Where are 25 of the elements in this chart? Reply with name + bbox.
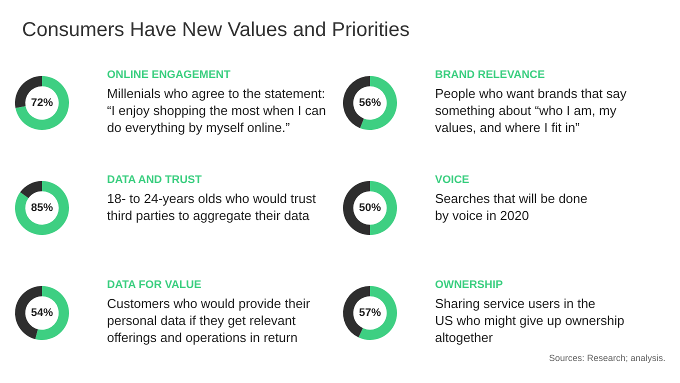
- donut-slice: [15, 76, 69, 130]
- data-label: 56%: [359, 97, 382, 109]
- data-label: 50%: [359, 202, 382, 214]
- text: People who want brands that say something about “who I am, my values, and where I fit in”: [435, 86, 628, 135]
- text: OWNERSHIP: [435, 279, 503, 291]
- data-label: 57%: [359, 307, 382, 319]
- donut-slice: [15, 181, 69, 235]
- text: Customers who would provide their personal data if they get relevant offerings and operations in return: [107, 296, 311, 345]
- text: Searches that will be done by voice in 2020: [435, 191, 588, 223]
- text: DATA AND TRUST: [107, 174, 202, 186]
- text: Sharing service users in the US who might give up ownership altogether: [435, 296, 624, 345]
- source-note: Sources: Research; analysis.: [549, 353, 666, 363]
- text: VOICE: [435, 174, 470, 186]
- data-label: 54%: [31, 307, 54, 319]
- text: Millenials who agree to the statement: “I enjoy shopping the most when I can do everything by myself online.”: [107, 86, 326, 135]
- text: ONLINE ENGAGEMENT: [107, 69, 231, 81]
- text: DATA FOR VALUE: [107, 279, 202, 291]
- donut-slice: [358, 286, 397, 340]
- data-label: 85%: [31, 202, 54, 214]
- donut-slice: [360, 76, 397, 130]
- text: BRAND RELEVANCE: [435, 69, 545, 81]
- data-label: 72%: [31, 97, 54, 109]
- text: Consumers Have New Values and Priorities: [22, 19, 410, 41]
- text: 18- to 24-years olds who would trust third parties to aggregate their data: [107, 191, 316, 223]
- donut-slice: [20, 181, 42, 198]
